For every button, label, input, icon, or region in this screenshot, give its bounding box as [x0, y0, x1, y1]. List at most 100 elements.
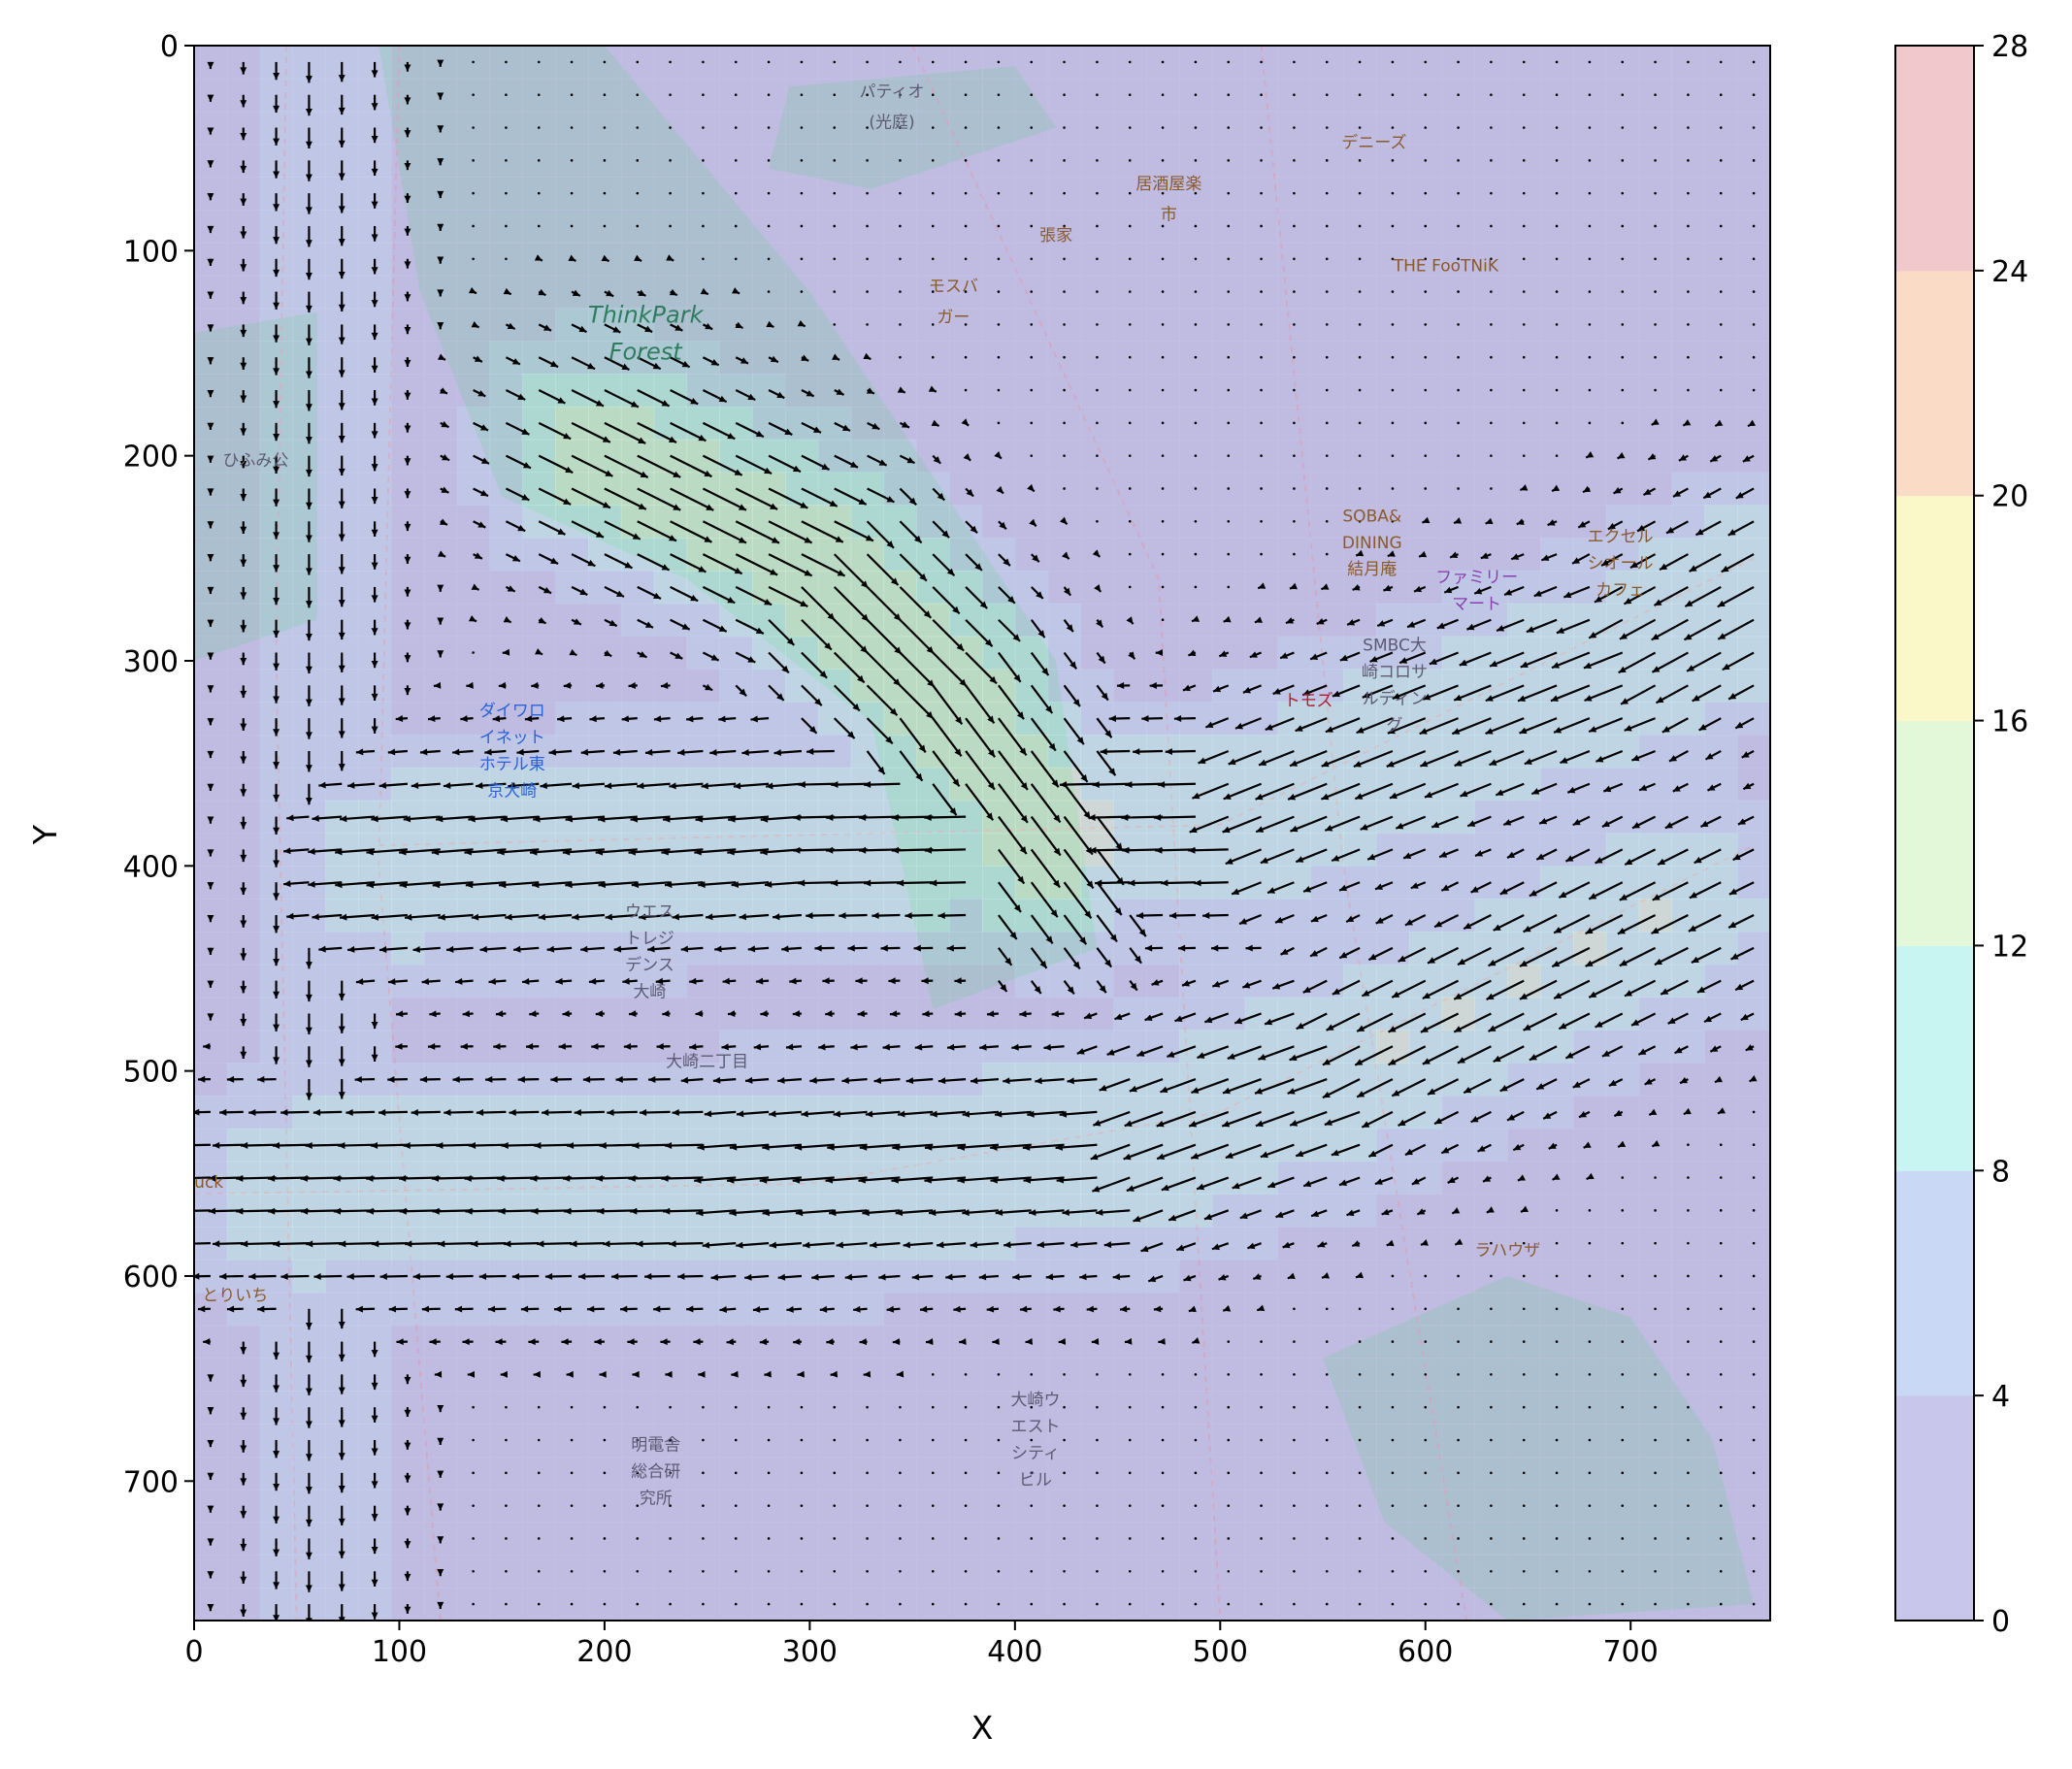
contour-cell [1113, 1030, 1147, 1064]
arrow-point [1719, 1209, 1723, 1212]
arrow-point [1358, 290, 1362, 293]
arrow-point [1293, 1438, 1296, 1442]
arrow-point [1293, 552, 1296, 556]
contour-cell [1376, 964, 1410, 999]
arrow-point [1161, 1537, 1165, 1540]
arrow-point [1325, 1602, 1329, 1606]
contour-cell [719, 1325, 753, 1360]
y-tick-label: 400 [123, 850, 179, 884]
arrow-point [1358, 1307, 1362, 1311]
contour-cell [456, 997, 491, 1031]
arrow-point [800, 159, 804, 162]
arrow-point [1227, 1373, 1231, 1376]
colorbar-tick-label: 28 [1991, 30, 2028, 64]
arrow-point [537, 60, 541, 64]
arrow-point [537, 93, 541, 97]
arrow-point [1161, 93, 1165, 97]
arrow-point [1063, 454, 1066, 457]
arrow-point [1490, 290, 1493, 293]
arrow-point [1490, 224, 1493, 228]
arrow-point [1260, 1537, 1263, 1540]
map-label: シオール [1588, 554, 1654, 573]
arrow-point [1621, 257, 1625, 261]
contour-cell [1540, 1063, 1574, 1097]
contour-cell [620, 997, 655, 1031]
arrow-point [1358, 257, 1362, 261]
arrow-point [833, 1602, 837, 1606]
arrow-point [866, 60, 869, 64]
contour-cell [1573, 767, 1607, 802]
arrow-point [1358, 93, 1362, 97]
arrow-point [1293, 421, 1296, 425]
contour-cell [1211, 636, 1246, 671]
arrow-point [472, 1438, 475, 1442]
arrow-point [1687, 257, 1690, 261]
arrow-point [1161, 1504, 1165, 1507]
arrow-point [1687, 191, 1690, 195]
arrow-point [1424, 191, 1428, 195]
arrow-point [570, 1471, 574, 1475]
arrow-point [1325, 159, 1329, 162]
arrow-point [1128, 191, 1132, 195]
arrow-point [603, 1504, 607, 1507]
arrow-point [636, 191, 640, 195]
arrow-point [1654, 1373, 1657, 1376]
arrow-point [1719, 355, 1723, 359]
map-label: 明電舎 [631, 1436, 680, 1456]
contour-cell [1737, 702, 1770, 736]
arrow-point [1457, 1405, 1460, 1409]
contour-cell [1671, 964, 1705, 999]
contour-cell [1737, 439, 1770, 474]
contour-cell [1211, 964, 1246, 999]
arrow-point [1096, 1471, 1099, 1475]
contour-cell [1441, 636, 1476, 671]
contour-cell [1310, 636, 1344, 671]
arrow-point [1621, 1241, 1625, 1245]
contour-cell [653, 669, 688, 703]
arrow-point [833, 191, 837, 195]
arrow-point [734, 1602, 738, 1606]
arrow-point [931, 93, 935, 97]
contour-cell [1408, 964, 1443, 999]
map-label: エクセル [1588, 527, 1654, 546]
contour-cell [1605, 964, 1640, 999]
arrow-point [1227, 159, 1231, 162]
arrow-point [1358, 1373, 1362, 1376]
arrow-point [1457, 454, 1460, 457]
arrow-point [1096, 1504, 1099, 1507]
contour-cell [1638, 767, 1673, 802]
arrow-point [537, 191, 541, 195]
arrow-point [1588, 1602, 1592, 1606]
arrow-point [1063, 388, 1066, 392]
arrow-point [1194, 323, 1198, 326]
map-label: 総合研 [631, 1462, 680, 1482]
arrow-point [1227, 93, 1231, 97]
arrow-point [964, 1405, 968, 1409]
arrow-point [1588, 1274, 1592, 1278]
contour-cell [916, 1325, 950, 1360]
arrow-point [505, 1602, 508, 1606]
arrow-point [1687, 388, 1690, 392]
arrow-point [997, 224, 1001, 228]
arrow-point [1063, 126, 1066, 129]
y-tick-label: 100 [123, 235, 179, 269]
arrow-point [1096, 290, 1099, 293]
arrow-point [1128, 159, 1132, 162]
arrow-point [505, 1569, 508, 1573]
arrow-point [1490, 421, 1493, 425]
contour-cell [1179, 1260, 1213, 1294]
arrow-point [669, 1569, 672, 1573]
arrow-point [1358, 1504, 1362, 1507]
contour-cell [423, 1325, 458, 1360]
arrow-point [1555, 191, 1559, 195]
arrow-point [1687, 93, 1690, 97]
arrow-point [1096, 1438, 1099, 1442]
contour-cell [1113, 997, 1147, 1031]
arrow-point [800, 224, 804, 228]
contour-cell [1573, 800, 1607, 835]
arrow-point [1096, 191, 1099, 195]
contour-cell [1638, 735, 1673, 769]
map-label: デンス [625, 955, 674, 975]
arrow-point [1358, 159, 1362, 162]
arrow-point [1325, 93, 1329, 97]
